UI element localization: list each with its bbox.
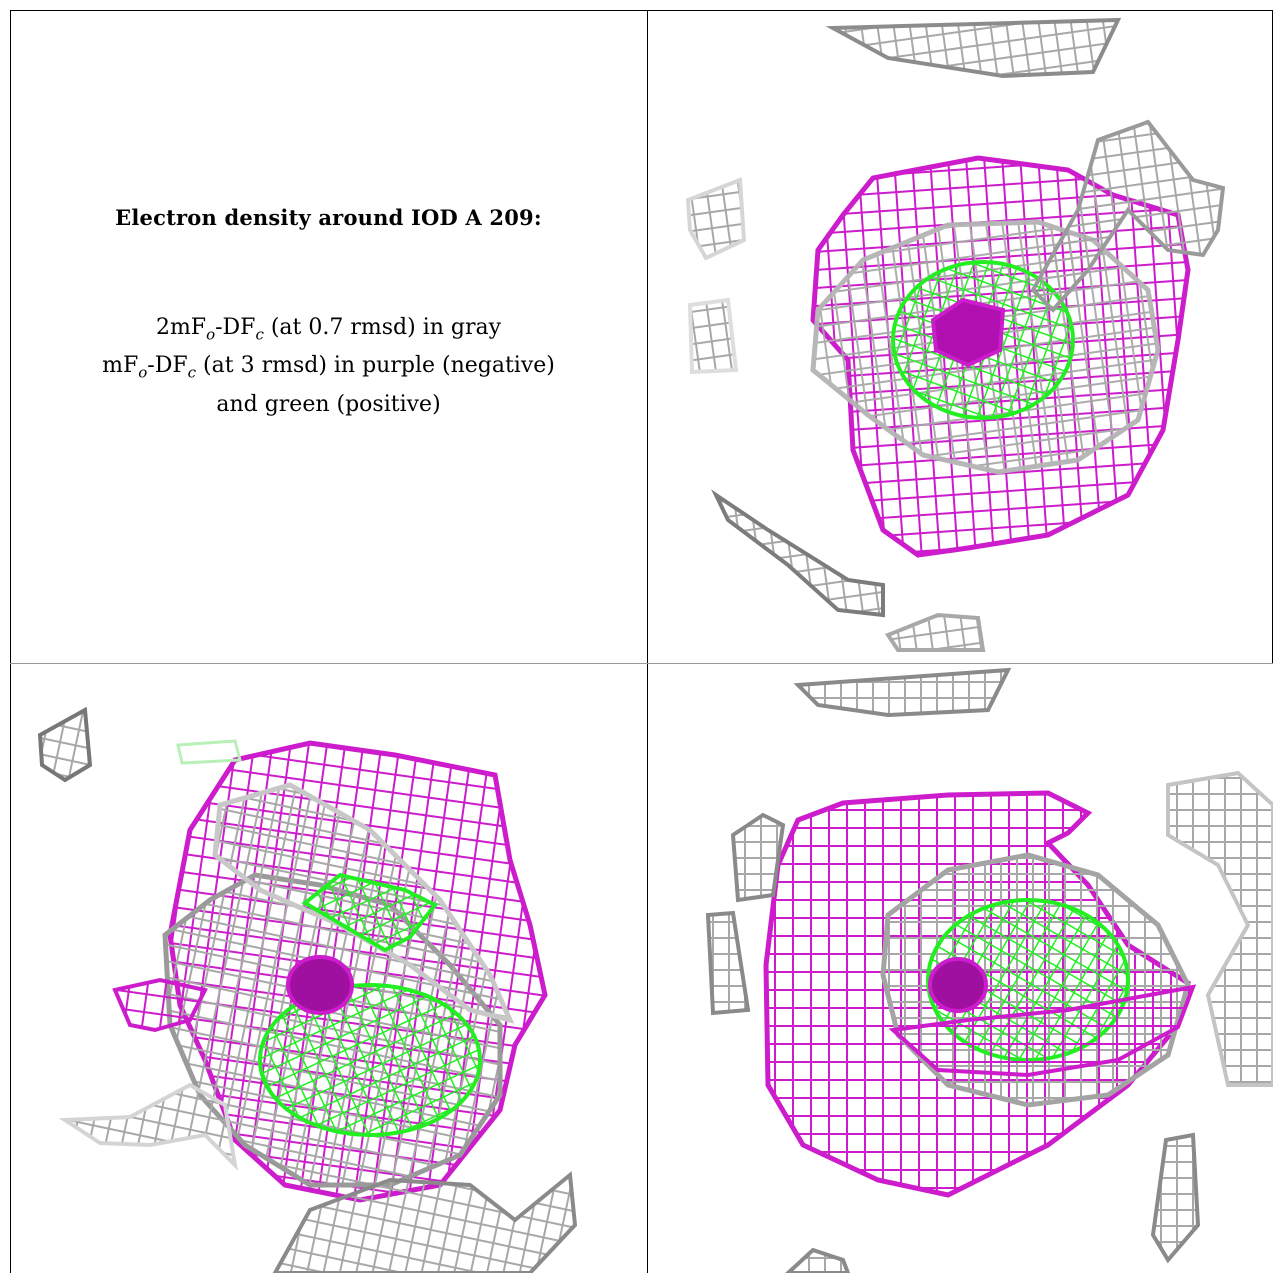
frame-left-border xyxy=(10,10,11,1273)
purple-center xyxy=(286,955,354,1015)
gray-fragment-2 xyxy=(705,910,751,1016)
purple-center xyxy=(930,297,1006,368)
density-view-2 xyxy=(10,665,647,1273)
green-mesh-core xyxy=(258,983,482,1137)
caption-line-green: and green (positive) xyxy=(216,391,441,417)
purple-mesh-lobe xyxy=(112,977,208,1033)
center-divider xyxy=(647,10,648,1273)
caption-line-2mfo: 2mFo-DFc (at 0.7 rmsd) in gray xyxy=(155,315,502,344)
gray-fragment-1 xyxy=(685,177,747,261)
gray-mesh-bottom xyxy=(785,1247,851,1273)
gray-mesh-right xyxy=(1166,770,1273,1087)
gray-fragment-3 xyxy=(711,489,885,618)
gray-mesh-top xyxy=(825,17,1122,79)
frame-right-border xyxy=(1272,10,1273,663)
figure-grid: Electron density around IOD A 209: 2mFo-… xyxy=(10,10,1273,1273)
purple-center xyxy=(928,957,988,1013)
caption-text: Electron density around IOD A 209: 2mFo-… xyxy=(10,205,647,420)
green-mesh-diamond xyxy=(301,872,439,953)
density-view-1 xyxy=(648,10,1273,663)
density-view-3-image xyxy=(705,667,1273,1273)
gray-fragment-1 xyxy=(37,706,93,783)
gray-fragment-2 xyxy=(687,297,739,375)
purple-mesh-wing xyxy=(888,984,1197,1078)
middle-divider xyxy=(10,663,1273,664)
caption-title: Electron density around IOD A 209: xyxy=(115,205,542,230)
caption-line-mfo: mFo-DFc (at 3 rmsd) in purple (negative) xyxy=(102,353,555,382)
gray-fragment-1 xyxy=(730,812,786,903)
gray-fragment-2 xyxy=(58,1082,238,1171)
frame-top-border xyxy=(10,10,1273,11)
density-view-2-image xyxy=(37,706,578,1273)
gray-mesh-lobe xyxy=(1030,119,1226,313)
green-fragment xyxy=(176,739,242,765)
gray-mesh-top xyxy=(793,667,1012,718)
gray-fragment-3 xyxy=(1150,1132,1201,1264)
density-view-1-image xyxy=(685,17,1226,652)
gray-mesh-bottom xyxy=(272,1171,578,1273)
density-view-3 xyxy=(648,665,1273,1273)
caption-panel: Electron density around IOD A 209: 2mFo-… xyxy=(10,10,647,663)
gray-mesh-bottom xyxy=(884,612,986,652)
